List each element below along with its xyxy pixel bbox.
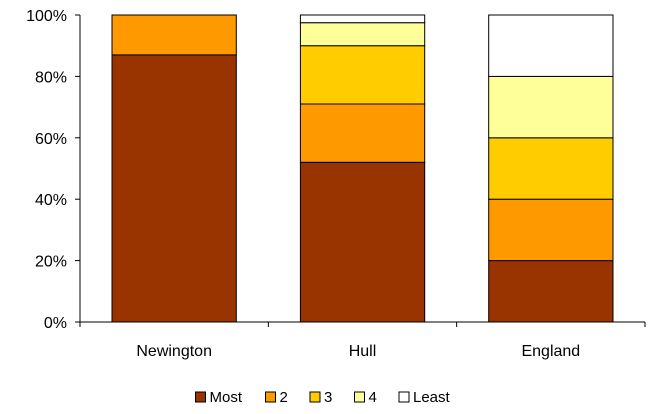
x-tick-label-newington: Newington [136,343,212,360]
y-tick-label: 60% [35,131,67,148]
bar-england-3 [488,137,614,200]
bar-england-4 [488,75,614,139]
bar-hull-3 [299,45,426,105]
legend-item-most: Most [195,389,243,406]
bar-newington-2 [111,14,237,56]
bar-hull-most [299,161,426,323]
bars-group [111,14,614,323]
bar-england-2 [488,198,614,262]
legend-swatch [398,391,410,403]
y-tick-label: 20% [35,254,67,271]
bar-england-most [488,260,614,323]
legend-item-2: 2 [265,389,288,406]
legend-swatch [309,391,321,403]
x-tick-label-england: England [521,343,580,360]
legend-label: 2 [280,389,288,406]
y-tick-label: 80% [35,69,67,86]
bar-hull-least [299,14,426,24]
legend-swatch [354,391,365,403]
bar-england-least [488,14,614,77]
legend-item-4: 4 [354,389,377,406]
y-tick-label: 40% [35,192,67,209]
bar-newington-most [111,54,237,323]
legend: Most 2 3 4 Least [195,389,451,406]
legend-label: Most [210,389,243,406]
legend-item-3: 3 [309,389,332,406]
y-tick-label: 0% [44,315,67,332]
legend-label: Least [413,389,451,406]
axes-group: 0% 20% 40% 60% 80% 100% Newington Hull England [26,8,646,360]
y-tick-label: 100% [26,8,67,25]
legend-item-least: Least [398,389,451,406]
legend-swatch [195,391,206,403]
legend-swatch [265,391,276,403]
legend-label: 3 [324,389,332,406]
bar-hull-4 [299,22,426,47]
x-tick-label-hull: Hull [349,343,377,360]
bar-hull-2 [299,103,426,163]
legend-label: 4 [369,389,377,406]
